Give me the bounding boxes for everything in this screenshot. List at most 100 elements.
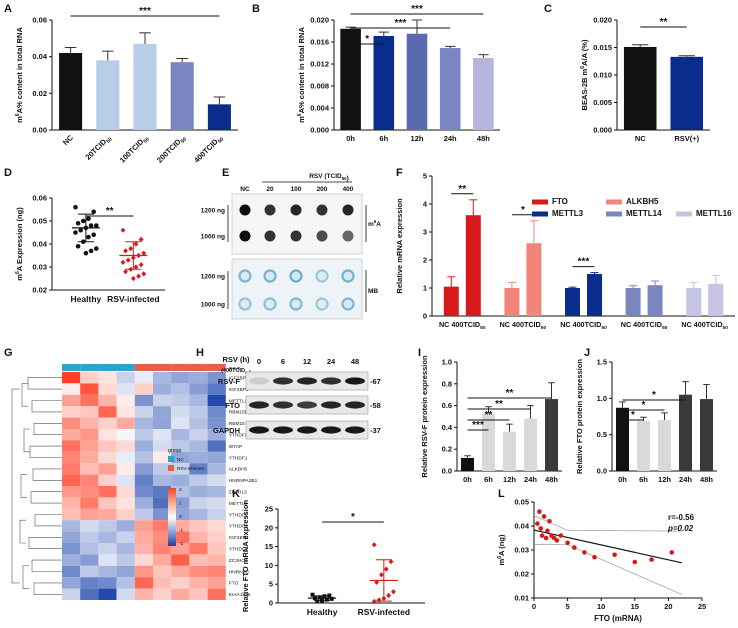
y-axis-title: Relative mRNA expression bbox=[395, 198, 404, 294]
m6a-dot bbox=[239, 230, 251, 242]
y-tick-label: 0.020 bbox=[310, 16, 329, 25]
protein-band bbox=[273, 426, 293, 434]
y-tick-label: 0.03 bbox=[32, 263, 47, 272]
heatmap-cell bbox=[134, 565, 153, 578]
panel-G-heatmap: group IGF2BP1 IGF2BP3 METTL14 RBM15B RBM15 YTH… bbox=[11, 364, 258, 600]
y-axis-title: Relative FTO mRNA expression bbox=[241, 500, 250, 613]
significance-label: ** bbox=[495, 399, 503, 410]
panel-letter-D: D bbox=[4, 167, 12, 179]
panel-letter-K: K bbox=[232, 488, 240, 500]
y-tick-label: 0.020 bbox=[593, 16, 612, 25]
heatmap-cell bbox=[80, 463, 99, 475]
significance-label: ** bbox=[106, 206, 114, 217]
amount-label: 1200 ng bbox=[201, 208, 225, 215]
data-point bbox=[81, 218, 86, 224]
bar bbox=[686, 288, 702, 316]
heatmap-cell bbox=[171, 417, 190, 429]
x-tick-label: 6h bbox=[484, 475, 493, 484]
heatmap-cell bbox=[153, 394, 172, 407]
heatmap-cell bbox=[80, 429, 99, 441]
heatmap-cell bbox=[62, 520, 81, 532]
heatmap-cell bbox=[80, 451, 99, 464]
heatmap-cell bbox=[171, 383, 190, 395]
heatmap-cell bbox=[134, 451, 153, 464]
panel-letter-F: F bbox=[396, 167, 403, 179]
panel-L: 0.01 0.02 0.03 0.04 0.05 m6A (ng) 0 5 10 15 20 25 FT… bbox=[497, 498, 706, 624]
y-tick-label: 4 bbox=[423, 200, 428, 209]
heatmap-cell bbox=[134, 417, 153, 429]
mb-dot bbox=[289, 269, 303, 283]
bar-4 bbox=[473, 57, 494, 131]
y-tick-label: 3 bbox=[423, 228, 427, 237]
data-point bbox=[86, 234, 91, 240]
data-point bbox=[73, 204, 78, 210]
y-tick-label: 0.5 bbox=[597, 430, 607, 439]
scale-tick-label: 1 bbox=[179, 501, 182, 506]
mb-dot bbox=[289, 297, 303, 311]
heatmap-cell bbox=[116, 543, 135, 555]
gene-label: ALKBH5 bbox=[229, 467, 248, 473]
heatmap-cell bbox=[207, 417, 226, 429]
x-tick-label: NC 400TCID50 bbox=[621, 320, 668, 331]
heatmap-cell bbox=[171, 440, 190, 452]
significance-label: *** bbox=[139, 6, 151, 17]
scale-tick-label: 0 bbox=[179, 514, 182, 519]
heatmap-cell bbox=[62, 531, 81, 543]
heatmap-cell bbox=[98, 474, 117, 486]
x-tick-label: 15 bbox=[631, 602, 639, 611]
x-tick-label: 12h bbox=[503, 475, 516, 484]
heatmap-cell bbox=[80, 565, 99, 578]
bar-0 bbox=[340, 28, 361, 130]
data-point bbox=[317, 595, 322, 600]
panel-I: 0.0 0.2 0.4 0.6 0.8 1.0 Relative RSV-F protein… bbox=[420, 355, 562, 484]
heatmap-cell bbox=[189, 577, 208, 589]
data-point bbox=[374, 579, 380, 585]
mb-dot bbox=[341, 297, 355, 311]
heatmap-cell bbox=[80, 383, 99, 395]
group-legend-swatch bbox=[168, 465, 174, 471]
heatmap-cell bbox=[207, 508, 226, 521]
x-tick-label: NC bbox=[635, 134, 646, 143]
group-bar-cell bbox=[189, 364, 208, 371]
data-point bbox=[133, 241, 139, 247]
panel-letter-C: C bbox=[544, 3, 552, 15]
heatmap-cell bbox=[116, 372, 135, 384]
correlation-p: p=0.02 bbox=[667, 524, 694, 533]
heatmap-cell bbox=[189, 451, 208, 464]
lane-label: 200 bbox=[317, 186, 328, 193]
data-point bbox=[329, 596, 334, 601]
bar-2 bbox=[657, 420, 672, 471]
group-legend-swatch bbox=[168, 456, 174, 462]
heatmap-cell bbox=[98, 565, 117, 578]
data-point bbox=[572, 545, 577, 550]
panel-letter-H: H bbox=[196, 347, 204, 359]
mb-dot-fill bbox=[317, 271, 327, 281]
heatmap-cell bbox=[153, 406, 172, 418]
bar-1 bbox=[636, 420, 651, 471]
bar-1 bbox=[96, 60, 120, 131]
x-tick-label: 0h bbox=[618, 475, 627, 484]
heatmap-cell bbox=[171, 486, 190, 498]
heatmap-cell bbox=[189, 429, 208, 441]
data-point bbox=[120, 227, 126, 233]
significance-label: *** bbox=[578, 257, 590, 268]
y-tick-label: 0.6 bbox=[442, 401, 452, 410]
gene-label: YTHDF1 bbox=[229, 455, 248, 461]
data-point bbox=[315, 599, 320, 604]
data-point bbox=[383, 566, 389, 572]
significance-label: * bbox=[521, 205, 525, 216]
band-name: RSV-F bbox=[218, 377, 241, 386]
data-point bbox=[554, 538, 560, 543]
amount-label: 1000 ng bbox=[201, 234, 225, 241]
heatmap-cell bbox=[116, 451, 135, 464]
heatmap-cell bbox=[98, 543, 117, 555]
y-tick-label: 0.05 bbox=[514, 498, 529, 507]
heatmap-cell bbox=[98, 554, 117, 566]
legend-label: METTL14 bbox=[626, 209, 662, 218]
data-point bbox=[310, 592, 315, 597]
protein-band bbox=[321, 426, 341, 434]
amount-label: 1200 ng bbox=[201, 274, 225, 281]
heatmap-cell bbox=[207, 394, 226, 407]
lane-label: 100 bbox=[291, 186, 302, 193]
